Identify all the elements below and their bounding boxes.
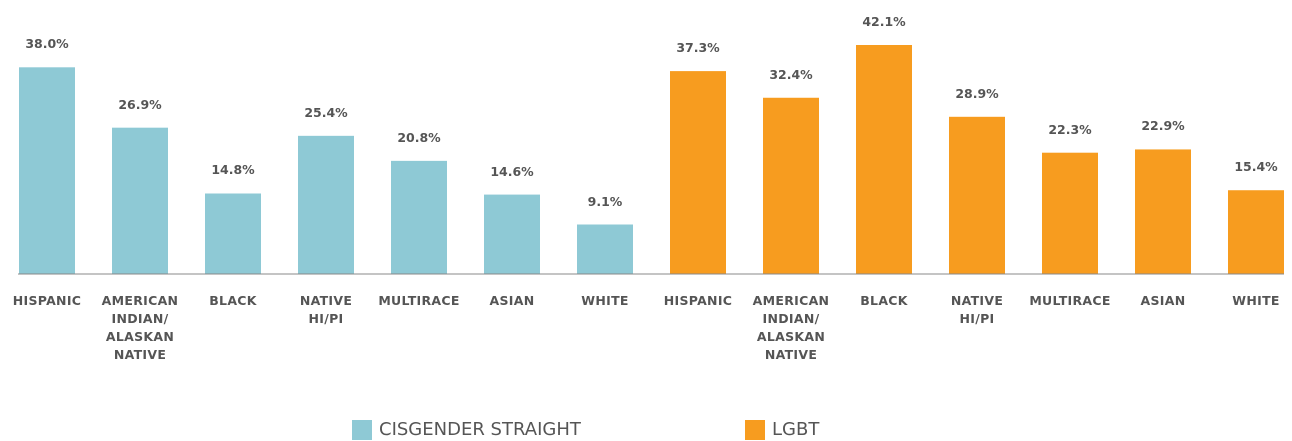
value-label: 37.3% [676, 40, 720, 56]
x-tick-label: HISPANIC [663, 293, 733, 308]
bar [577, 224, 633, 274]
x-tick-label: NATIVE HI/PI [299, 293, 353, 326]
value-label: 20.8% [397, 129, 441, 145]
value-label: 14.8% [211, 162, 255, 178]
value-label: 26.9% [118, 96, 162, 112]
bar [1228, 190, 1284, 274]
x-tick-label: ASIAN [489, 293, 535, 308]
bar [19, 67, 75, 274]
bar [763, 97, 819, 274]
legend-label: CISGENDER STRAIGHT [379, 419, 581, 440]
x-tick-label: WHITE [581, 293, 629, 308]
x-tick-label: WHITE [1232, 293, 1280, 308]
x-tick-label: HISPANIC [12, 293, 82, 308]
value-label: 22.9% [1141, 118, 1185, 134]
value-label: 38.0% [25, 36, 69, 52]
x-tick-label: ASIAN [1140, 293, 1186, 308]
value-label: 14.6% [490, 163, 534, 179]
bar [112, 127, 168, 274]
bar [949, 116, 1005, 274]
x-tick-label: BLACK [860, 293, 908, 308]
value-label: 9.1% [587, 193, 623, 209]
value-label: 28.9% [955, 85, 999, 101]
bar [1135, 149, 1191, 274]
x-tick-label: AMERICAN INDIAN/ ALASKAN NATIVE [101, 293, 179, 362]
bar [1042, 152, 1098, 274]
bar [856, 45, 912, 274]
legend-label: LGBT [772, 419, 820, 440]
bar [670, 71, 726, 275]
x-tick-label: NATIVE HI/PI [950, 293, 1004, 326]
value-label: 22.3% [1048, 121, 1092, 137]
bar [298, 135, 354, 274]
legend-swatch [352, 420, 372, 440]
value-label: 15.4% [1234, 159, 1278, 175]
value-label: 32.4% [769, 66, 813, 82]
x-tick-label: MULTIRACE [1029, 293, 1111, 308]
x-tick-label: BLACK [209, 293, 257, 308]
value-label: 25.4% [304, 104, 348, 120]
bar [484, 194, 540, 274]
legend-swatch [745, 420, 765, 440]
x-tick-label: AMERICAN INDIAN/ ALASKAN NATIVE [752, 293, 830, 362]
bar [391, 160, 447, 274]
value-label: 42.1% [862, 14, 906, 29]
bar [205, 193, 261, 274]
x-tick-label: MULTIRACE [378, 293, 460, 308]
